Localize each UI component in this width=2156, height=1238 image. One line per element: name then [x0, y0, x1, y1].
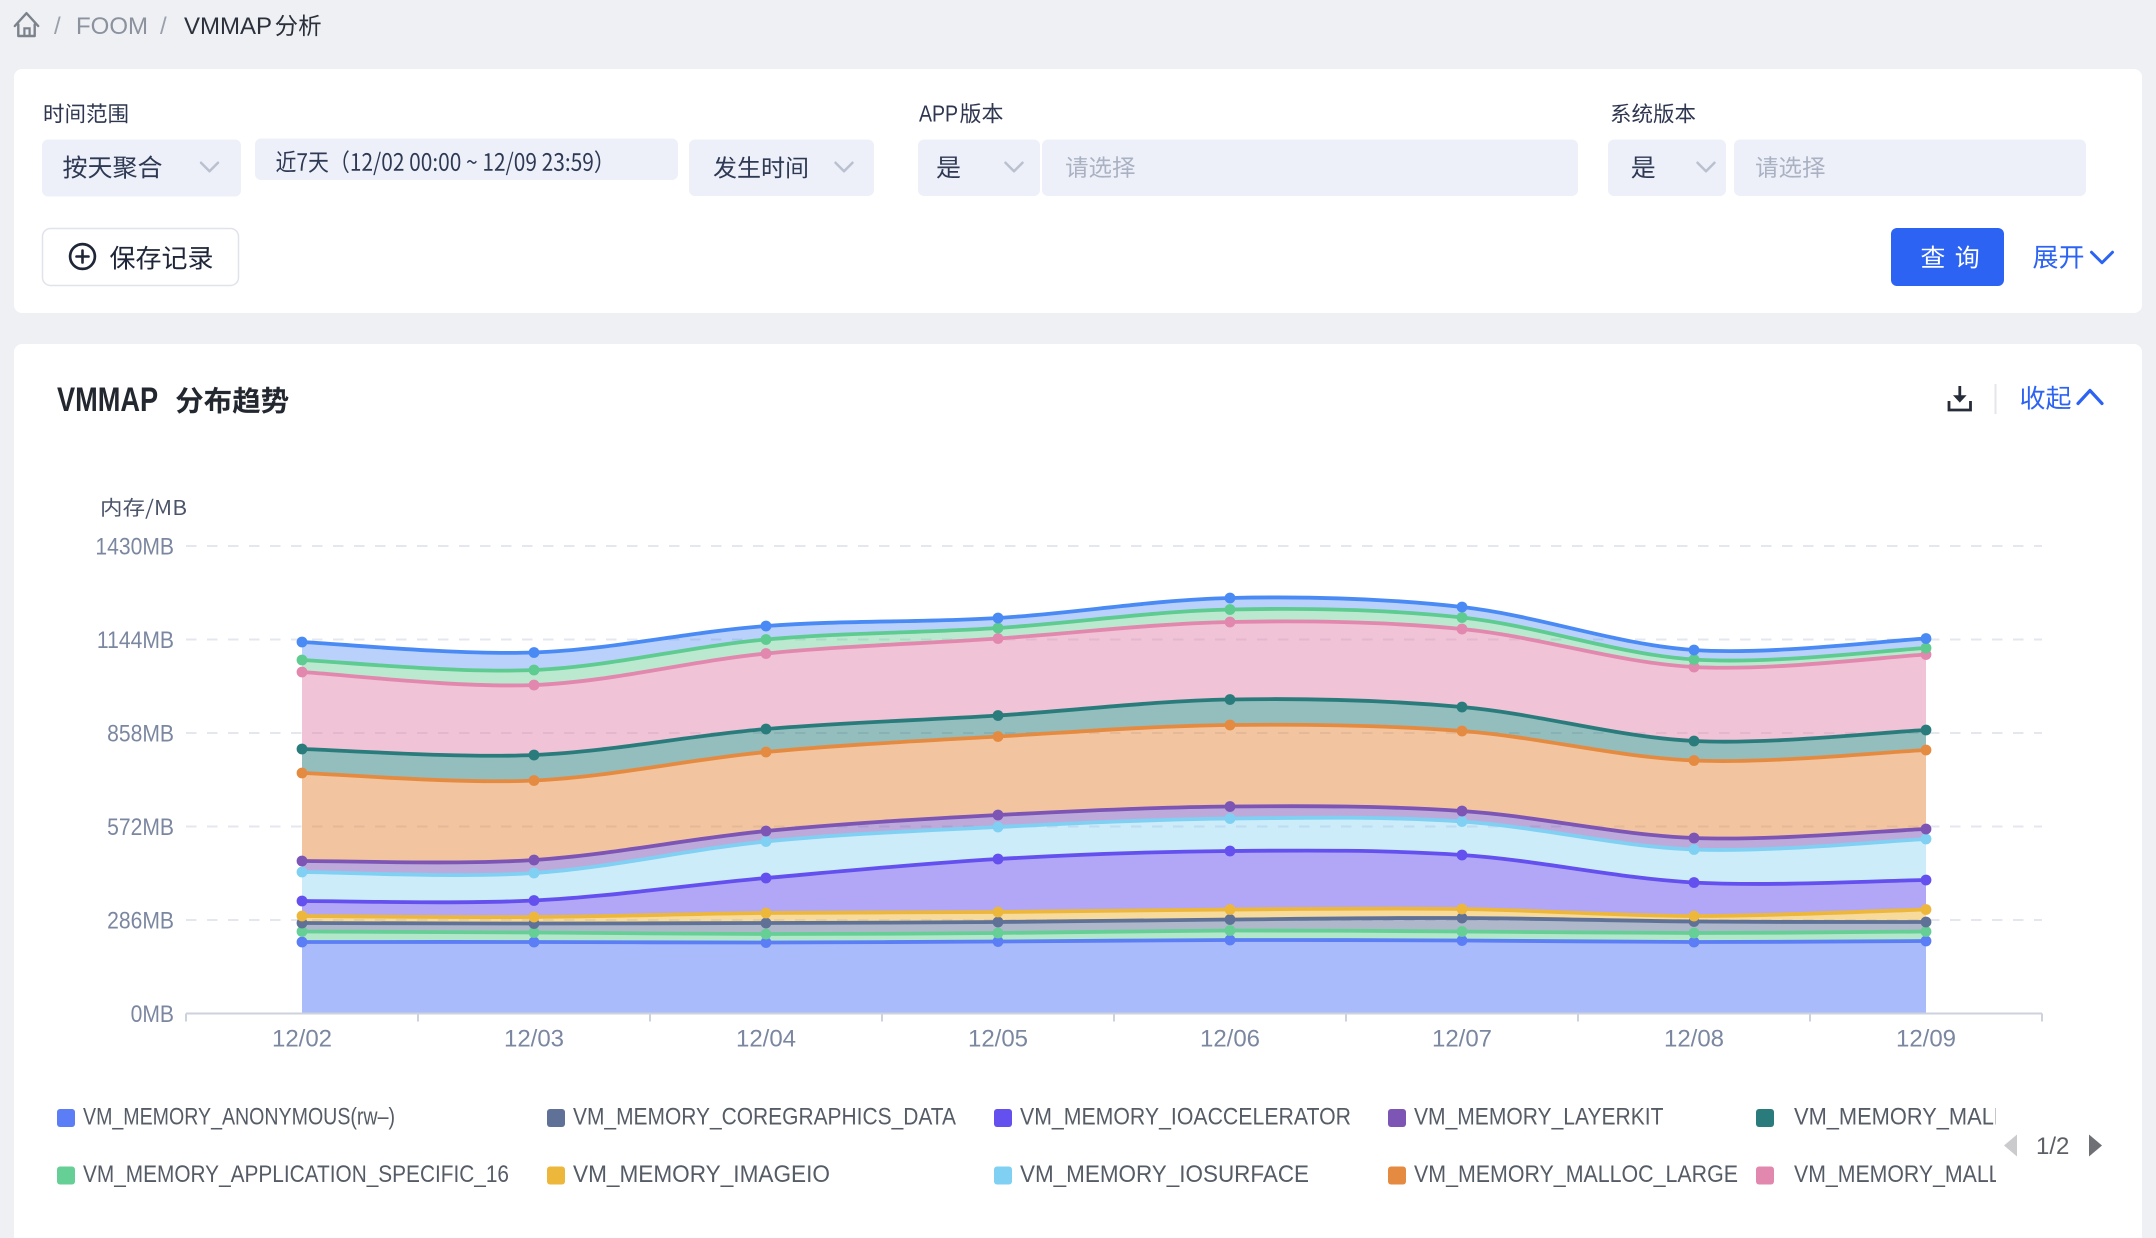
svg-text:858MB: 858MB	[107, 720, 174, 747]
svg-text:12/05: 12/05	[968, 1026, 1028, 1053]
svg-text:12/04: 12/04	[736, 1026, 796, 1053]
svg-text:/: /	[160, 13, 167, 40]
svg-text:/: /	[54, 13, 61, 40]
svg-text:1430MB: 1430MB	[95, 533, 174, 560]
svg-text:12/08: 12/08	[1664, 1026, 1724, 1053]
svg-text:VM_MEMORY_COREGRAPHICS_DATA: VM_MEMORY_COREGRAPHICS_DATA	[573, 1104, 956, 1131]
svg-text:VM_MEMORY_IMAGEIO: VM_MEMORY_IMAGEIO	[573, 1161, 830, 1188]
svg-text:APP: APP	[919, 101, 958, 127]
svg-text:286MB: 286MB	[107, 907, 174, 934]
svg-text:VM_MEMORY_MALLOC_NANO: VM_MEMORY_MALLOC_NANO	[1794, 1104, 2114, 1131]
svg-text:VMMAP: VMMAP	[57, 380, 158, 419]
svg-text:VMMAP: VMMAP	[184, 13, 272, 40]
svg-text:12/02: 12/02	[272, 1026, 332, 1053]
svg-text:572MB: 572MB	[107, 814, 174, 841]
svg-text:VM_MEMORY_IOSURFACE: VM_MEMORY_IOSURFACE	[1020, 1161, 1309, 1188]
svg-text:VM_MEMORY_ANONYMOUS(rw–): VM_MEMORY_ANONYMOUS(rw–)	[83, 1104, 395, 1131]
svg-text:1/2: 1/2	[2036, 1133, 2069, 1160]
svg-text:VM_MEMORY_MALLOC_LARGE: VM_MEMORY_MALLOC_LARGE	[1414, 1161, 1738, 1188]
svg-text:VM_MEMORY_MALLOC_SMALL: VM_MEMORY_MALLOC_SMALL	[1794, 1161, 2114, 1188]
svg-text:12/03: 12/03	[504, 1026, 564, 1053]
svg-text:12/06: 12/06	[1200, 1026, 1260, 1053]
svg-text:0MB: 0MB	[131, 1001, 174, 1028]
svg-text:12/09: 12/09	[1896, 1026, 1956, 1053]
svg-text:VM_MEMORY_LAYERKIT: VM_MEMORY_LAYERKIT	[1414, 1104, 1664, 1131]
svg-text:VM_MEMORY_IOACCELERATOR: VM_MEMORY_IOACCELERATOR	[1020, 1104, 1351, 1131]
svg-text:VM_MEMORY_APPLICATION_SPECIFIC: VM_MEMORY_APPLICATION_SPECIFIC_16	[83, 1161, 509, 1188]
svg-text:12/07: 12/07	[1432, 1026, 1492, 1053]
svg-text:FOOM: FOOM	[76, 13, 148, 40]
svg-text:1144MB: 1144MB	[97, 627, 174, 654]
